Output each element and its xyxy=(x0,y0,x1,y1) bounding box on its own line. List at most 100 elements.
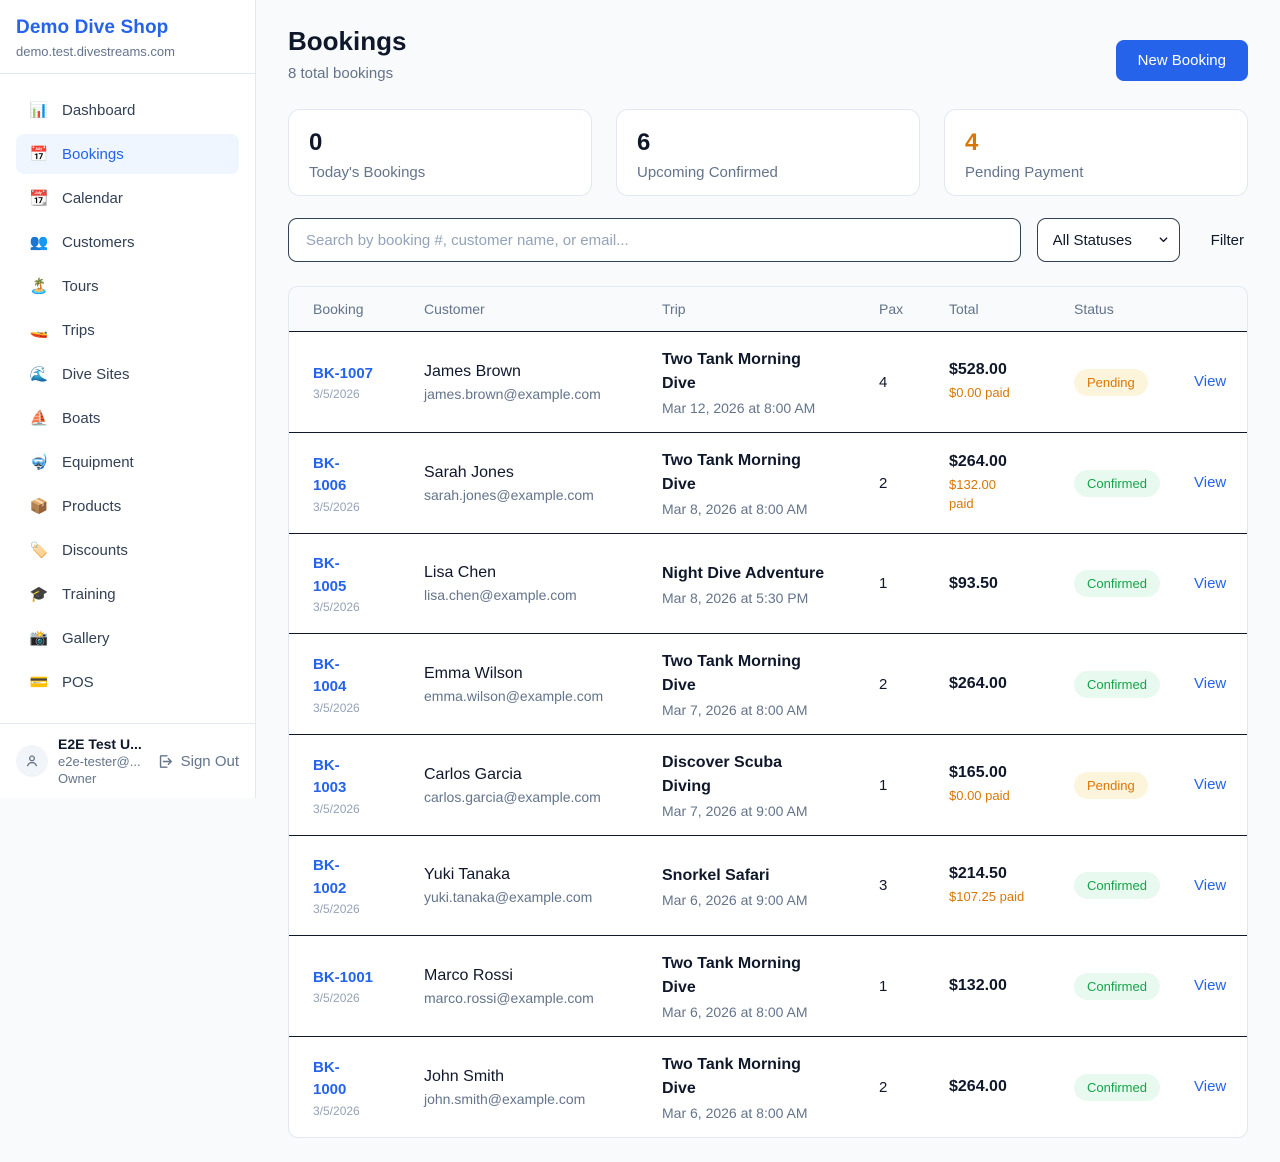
customer-email: john.smith@example.com xyxy=(424,1090,586,1107)
view-link[interactable]: View xyxy=(1194,876,1227,894)
booking-date: 3/5/2026 xyxy=(313,801,360,816)
trip-cell: Two Tank Morning Dive Mar 6, 2026 at 8:00 … xyxy=(662,1053,879,1121)
sign-out-label: Sign Out xyxy=(180,752,239,770)
user-role: Owner xyxy=(58,771,97,786)
table-row: BK- 1003 3/5/2026 Carlos Garcia carlos.garci… xyxy=(289,734,1247,835)
booking-id-link[interactable]: BK- 1003 xyxy=(313,756,347,797)
sidebar-item-gallery[interactable]: 📸 Gallery xyxy=(16,618,239,658)
sidebar-item-label: Boats xyxy=(62,409,101,427)
view-link[interactable]: View xyxy=(1194,1078,1227,1095)
pax-count: 1 xyxy=(879,575,888,592)
booking-id-link[interactable]: BK-1001 xyxy=(313,968,374,986)
sidebar-item-tours[interactable]: 🏝️ Tours xyxy=(16,266,239,306)
view-link[interactable]: View xyxy=(1194,776,1227,793)
search-input[interactable] xyxy=(288,218,1021,262)
graduation-cap-icon: 🎓 xyxy=(29,586,49,603)
status-badge: Confirmed xyxy=(1074,872,1160,899)
trip-name: Night Dive Adventure xyxy=(662,564,825,582)
booking-id-link[interactable]: BK- 1002 xyxy=(313,857,347,897)
view-link[interactable]: View xyxy=(1194,474,1227,491)
sidebar-item-boats[interactable]: ⛵ Boats xyxy=(16,398,239,438)
sidebar-nav: 📊 Dashboard 📅 Bookings 📆 Calendar 👥 Customers 🏝️… xyxy=(0,74,255,723)
customer-cell: James Brown james.brown@example.com xyxy=(424,363,662,402)
trip-cell: Two Tank Morning Dive Mar 12, 2026 at 8:00… xyxy=(662,348,879,416)
booking-cell: BK- 1004 3/5/2026 xyxy=(313,654,424,715)
wave-icon: 🌊 xyxy=(29,366,49,383)
sidebar-item-trips[interactable]: 🚤 Trips xyxy=(16,310,239,350)
trip-cell: Two Tank Morning Dive Mar 8, 2026 at 8:00 … xyxy=(662,449,879,517)
booking-id-link[interactable]: BK- 1004 xyxy=(313,655,347,696)
trip-datetime: Mar 8, 2026 at 8:00 AM xyxy=(662,501,808,517)
table-row: BK-1007 3/5/2026 James Brown james.brown@ex… xyxy=(289,331,1247,432)
trip-name: Two Tank Morning Dive xyxy=(662,351,801,392)
user-panel: E2E Test U... e2e-tester@... Owner Sign … xyxy=(0,723,255,798)
column-header-pax: Pax xyxy=(879,301,904,317)
customer-cell: Carlos Garcia carlos.garcia@example.com xyxy=(424,766,662,805)
total-cell: $165.00 $0.00 paid xyxy=(949,764,1074,806)
stat-label: Today's Bookings xyxy=(309,164,426,181)
bar-chart-icon: 📊 xyxy=(29,102,49,119)
total-cell: $132.00 xyxy=(949,977,1074,995)
stat-card-upcoming-confirmed: 6 Upcoming Confirmed xyxy=(616,109,920,196)
customer-email: emma.wilson@example.com xyxy=(424,687,604,704)
calendar-icon: 📅 xyxy=(29,146,49,163)
customer-name: Sarah Jones xyxy=(424,463,514,481)
trip-datetime: Mar 8, 2026 at 5:30 PM xyxy=(662,589,809,606)
customer-cell: Emma Wilson emma.wilson@example.com xyxy=(424,665,662,704)
column-header-status: Status xyxy=(1074,301,1114,317)
customer-email: sarah.jones@example.com xyxy=(424,486,594,503)
trip-cell: Two Tank Morning Dive Mar 7, 2026 at 8:00 … xyxy=(662,650,879,718)
view-link[interactable]: View xyxy=(1194,977,1227,994)
view-link[interactable]: View xyxy=(1194,373,1227,390)
sidebar-item-pos[interactable]: 💳 POS xyxy=(16,662,239,702)
table-header-row: Booking Customer Trip Pax Total Status xyxy=(289,287,1247,331)
page-title: Bookings xyxy=(288,26,407,56)
actions-cell: View xyxy=(1194,877,1226,895)
user-meta: E2E Test U... e2e-tester@... Owner xyxy=(58,736,147,786)
total-amount: $165.00 xyxy=(949,764,1007,782)
sidebar-item-products[interactable]: 📦 Products xyxy=(16,486,239,526)
trip-datetime: Mar 7, 2026 at 9:00 AM xyxy=(662,803,808,819)
sidebar-item-label: Dive Sites xyxy=(62,365,130,383)
sign-out-button[interactable]: Sign Out xyxy=(157,753,239,770)
booking-date: 3/5/2026 xyxy=(313,700,360,715)
total-amount: $132.00 xyxy=(949,977,1007,994)
new-booking-button[interactable]: New Booking xyxy=(1115,40,1248,81)
booking-id-link[interactable]: BK-1007 xyxy=(313,364,374,382)
diving-mask-icon: 🤿 xyxy=(29,454,49,471)
credit-card-icon: 💳 xyxy=(29,674,49,691)
customer-name: Marco Rossi xyxy=(424,966,513,984)
customer-name: Emma Wilson xyxy=(424,664,523,682)
total-amount: $264.00 xyxy=(949,675,1007,692)
speedboat-icon: 🚤 xyxy=(29,322,49,339)
booking-cell: BK-1001 3/5/2026 xyxy=(313,967,424,1006)
sidebar-item-dashboard[interactable]: 📊 Dashboard xyxy=(16,90,239,130)
customer-email: marco.rossi@example.com xyxy=(424,989,594,1006)
sidebar-item-dive-sites[interactable]: 🌊 Dive Sites xyxy=(16,354,239,394)
booking-id-link[interactable]: BK- 1000 xyxy=(313,1058,347,1099)
sidebar-item-training[interactable]: 🎓 Training xyxy=(16,574,239,614)
sidebar-item-discounts[interactable]: 🏷️ Discounts xyxy=(16,530,239,570)
sidebar-item-label: Training xyxy=(62,585,116,603)
view-link[interactable]: View xyxy=(1194,574,1227,592)
paid-amount: $0.00 paid xyxy=(949,788,1010,804)
status-badge: Confirmed xyxy=(1074,972,1160,1000)
table-body: BK-1007 3/5/2026 James Brown james.brown@ex… xyxy=(289,331,1247,1137)
total-amount: $264.00 xyxy=(949,1078,1007,1095)
sidebar-item-equipment[interactable]: 🤿 Equipment xyxy=(16,442,239,482)
total-amount: $528.00 xyxy=(949,361,1007,379)
booking-id-link[interactable]: BK- 1006 xyxy=(313,454,347,495)
view-link[interactable]: View xyxy=(1194,675,1227,692)
total-amount: $93.50 xyxy=(949,574,998,592)
sidebar-item-bookings[interactable]: 📅 Bookings xyxy=(16,134,239,174)
paid-amount: $0.00 paid xyxy=(949,385,1010,401)
sidebar-item-calendar[interactable]: 📆 Calendar xyxy=(16,178,239,218)
paid-amount: $107.25 paid xyxy=(949,888,1025,904)
total-cell: $264.00 xyxy=(949,1078,1074,1096)
booking-id-link[interactable]: BK- 1005 xyxy=(313,555,347,595)
filter-button[interactable]: Filter xyxy=(1207,226,1248,255)
sidebar-item-customers[interactable]: 👥 Customers xyxy=(16,222,239,262)
customer-name: Yuki Tanaka xyxy=(424,866,510,883)
booking-date: 3/5/2026 xyxy=(313,1103,360,1118)
status-select[interactable]: All Statuses xyxy=(1036,218,1180,262)
